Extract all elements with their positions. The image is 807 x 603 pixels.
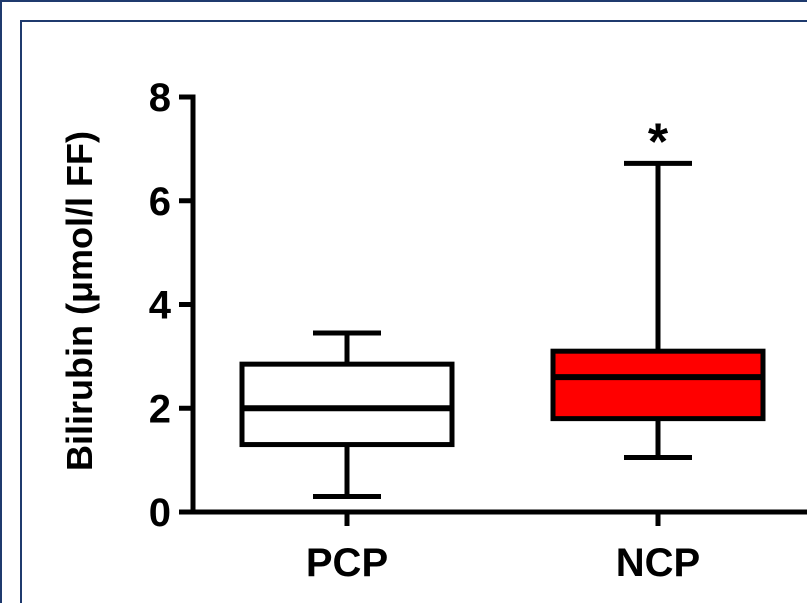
boxes: PCP NCP * [239,113,766,585]
axes [190,94,807,515]
chart-panel-frame [20,20,807,603]
y-axis-label: Bilirubin (μmol/l FF) [59,131,100,471]
y-tick-label: 4 [149,284,172,328]
box-pcp: PCP [239,330,455,585]
y-ticks: 0 2 4 6 8 [149,76,193,535]
y-tick-label: 2 [149,387,171,431]
significance-marker: * [648,113,669,171]
y-tick-label: 8 [149,76,171,120]
category-label: PCP [306,541,388,585]
iqr-box [239,361,455,448]
category-label: NCP [616,541,700,585]
iqr-box [550,348,766,422]
y-tick-label: 0 [149,491,171,535]
box-ncp: NCP * [550,113,766,585]
y-tick-label: 6 [149,180,171,224]
